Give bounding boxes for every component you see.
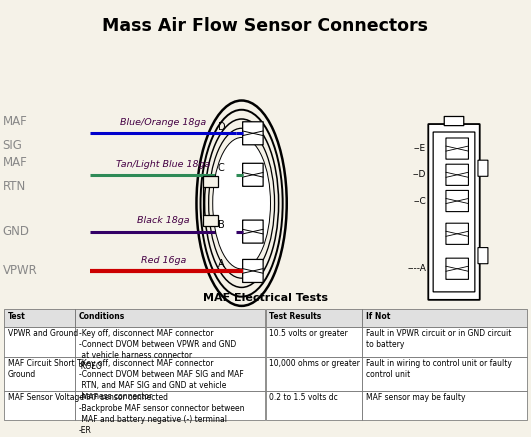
FancyBboxPatch shape (243, 122, 263, 145)
FancyBboxPatch shape (446, 138, 468, 159)
Bar (4, 357, 75, 391)
Text: MAF sensor may be faulty: MAF sensor may be faulty (366, 393, 465, 402)
Text: Conditions: Conditions (79, 312, 125, 321)
FancyBboxPatch shape (444, 117, 464, 125)
Text: A: A (218, 259, 224, 269)
Bar (362, 327, 527, 357)
FancyBboxPatch shape (433, 132, 475, 292)
Text: MAF Sensor Voltage: MAF Sensor Voltage (8, 393, 84, 402)
Bar (266, 309, 362, 327)
Text: MAF: MAF (3, 156, 28, 169)
Text: VPWR: VPWR (3, 264, 37, 277)
Text: Fault in VPWR circuit or in GND circuit
to battery: Fault in VPWR circuit or in GND circuit … (366, 329, 511, 349)
Bar (266, 391, 362, 420)
Bar (75, 391, 266, 420)
Text: Red 16ga: Red 16ga (141, 256, 186, 265)
FancyBboxPatch shape (446, 223, 468, 244)
Text: ----A: ----A (407, 264, 426, 273)
FancyBboxPatch shape (478, 160, 488, 176)
FancyBboxPatch shape (446, 191, 468, 212)
Text: --D: --D (413, 170, 426, 179)
Bar (362, 391, 527, 420)
Bar (362, 357, 527, 391)
Bar (75, 357, 266, 391)
Bar (362, 309, 527, 327)
Text: MAF Circuit Short To
Ground: MAF Circuit Short To Ground (8, 359, 85, 379)
FancyBboxPatch shape (243, 260, 263, 282)
Text: Test Results: Test Results (269, 312, 321, 321)
Text: SIG: SIG (3, 139, 22, 152)
Text: Blue/Orange 18ga: Blue/Orange 18ga (120, 118, 207, 127)
FancyBboxPatch shape (429, 124, 479, 300)
Text: MAF: MAF (3, 114, 28, 128)
Bar (75, 327, 266, 357)
FancyBboxPatch shape (243, 163, 263, 186)
Text: Tan/Light Blue 18ga: Tan/Light Blue 18ga (116, 160, 210, 169)
Text: -Key off, disconnect MAF connector
-Connect DVOM between MAF SIG and MAF
 RTN, a: -Key off, disconnect MAF connector -Conn… (79, 359, 243, 401)
Text: 10,000 ohms or greater: 10,000 ohms or greater (269, 359, 360, 368)
Text: RTN: RTN (3, 180, 26, 194)
Text: GND: GND (3, 225, 30, 238)
Text: Mass Air Flow Sensor Connectors: Mass Air Flow Sensor Connectors (102, 17, 429, 35)
Text: VPWR and Ground: VPWR and Ground (8, 329, 78, 338)
Bar (4, 327, 75, 357)
Text: MAF Electrical Tests: MAF Electrical Tests (203, 293, 328, 303)
Text: 10.5 volts or greater: 10.5 volts or greater (269, 329, 348, 338)
Text: Fault in wiring to control unit or faulty
control unit: Fault in wiring to control unit or fault… (366, 359, 512, 379)
Text: Test: Test (8, 312, 25, 321)
Text: C: C (218, 163, 225, 173)
Bar (75, 309, 266, 327)
Text: -Key off, disconnect MAF connector
-Connect DVOM between VPWR and GND
 at vehicl: -Key off, disconnect MAF connector -Conn… (79, 329, 236, 371)
Text: 0.2 to 1.5 volts dc: 0.2 to 1.5 volts dc (269, 393, 338, 402)
FancyBboxPatch shape (446, 164, 468, 185)
Bar (266, 357, 362, 391)
Text: If Not: If Not (366, 312, 390, 321)
Text: Black 18ga: Black 18ga (137, 216, 190, 225)
Bar (4, 309, 75, 327)
Bar (203, 176, 218, 187)
FancyBboxPatch shape (478, 248, 488, 264)
Ellipse shape (213, 138, 270, 269)
Text: B: B (218, 220, 225, 230)
Bar (203, 215, 218, 226)
Bar (4, 391, 75, 420)
Text: --E: --E (414, 144, 426, 153)
Text: -MAF sensor connected
-Backprobe MAF sensor connector between
 MAF and battery n: -MAF sensor connected -Backprobe MAF sen… (79, 393, 244, 435)
FancyBboxPatch shape (243, 220, 263, 243)
Bar (266, 327, 362, 357)
FancyBboxPatch shape (446, 258, 468, 279)
Text: --C: --C (413, 197, 426, 205)
Text: D: D (218, 121, 225, 132)
